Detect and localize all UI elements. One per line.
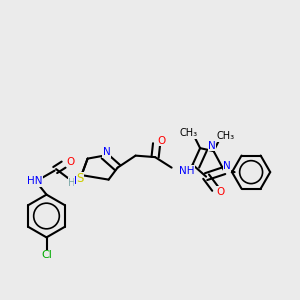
Text: O: O: [66, 157, 74, 166]
Text: O: O: [158, 136, 166, 146]
Text: N: N: [208, 141, 216, 151]
Text: O: O: [216, 187, 225, 196]
Text: Cl: Cl: [41, 250, 52, 260]
Text: S: S: [76, 172, 84, 185]
Text: N: N: [103, 147, 110, 157]
Text: N: N: [74, 176, 82, 185]
Text: CH₃: CH₃: [180, 128, 198, 138]
Text: CH₃: CH₃: [217, 131, 235, 141]
Text: N: N: [223, 161, 231, 171]
Text: HN: HN: [27, 176, 43, 186]
Text: NH: NH: [179, 166, 195, 176]
Text: H: H: [68, 178, 75, 188]
